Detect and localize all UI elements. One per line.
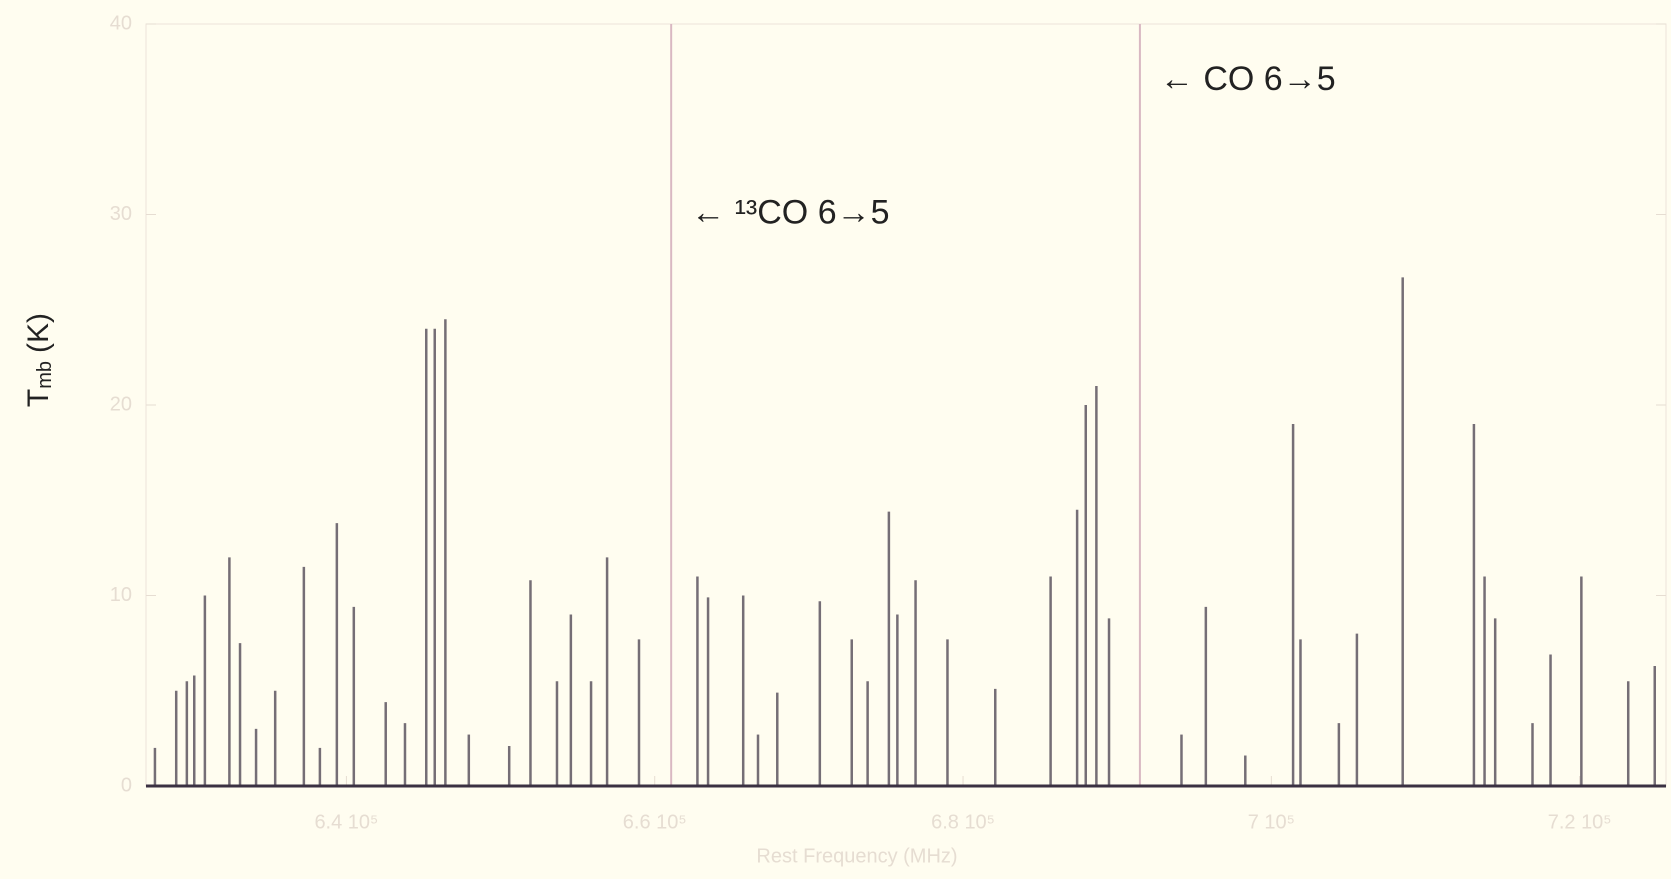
y-label-unit: (K) [22, 313, 55, 353]
x-tick-label: 6.4 10⁵ [314, 811, 378, 833]
y-tick-label: 30 [110, 203, 132, 225]
y-label-symbol: T [22, 389, 55, 407]
y-tick-label: 0 [121, 774, 132, 796]
x-tick-label: 6.8 10⁵ [931, 811, 995, 833]
y-tick-label: 40 [110, 12, 132, 34]
x-tick-label: 7 10⁵ [1248, 811, 1295, 833]
y-tick-label: 10 [110, 584, 132, 606]
x-tick-label: 6.6 10⁵ [623, 811, 687, 833]
x-axis-label: Rest Frequency (MHz) [756, 845, 957, 867]
plot-frame [145, 23, 1667, 787]
y-tick-label: 20 [110, 393, 132, 415]
y-axis-label: Tmb (K) [22, 313, 56, 407]
marker-label: ← CO 6→5 [1160, 60, 1336, 98]
y-label-subscript: mb [34, 361, 56, 389]
marker-label: ← ¹³CO 6→5 [691, 193, 889, 231]
x-tick-label: 7.2 10⁵ [1548, 811, 1612, 833]
